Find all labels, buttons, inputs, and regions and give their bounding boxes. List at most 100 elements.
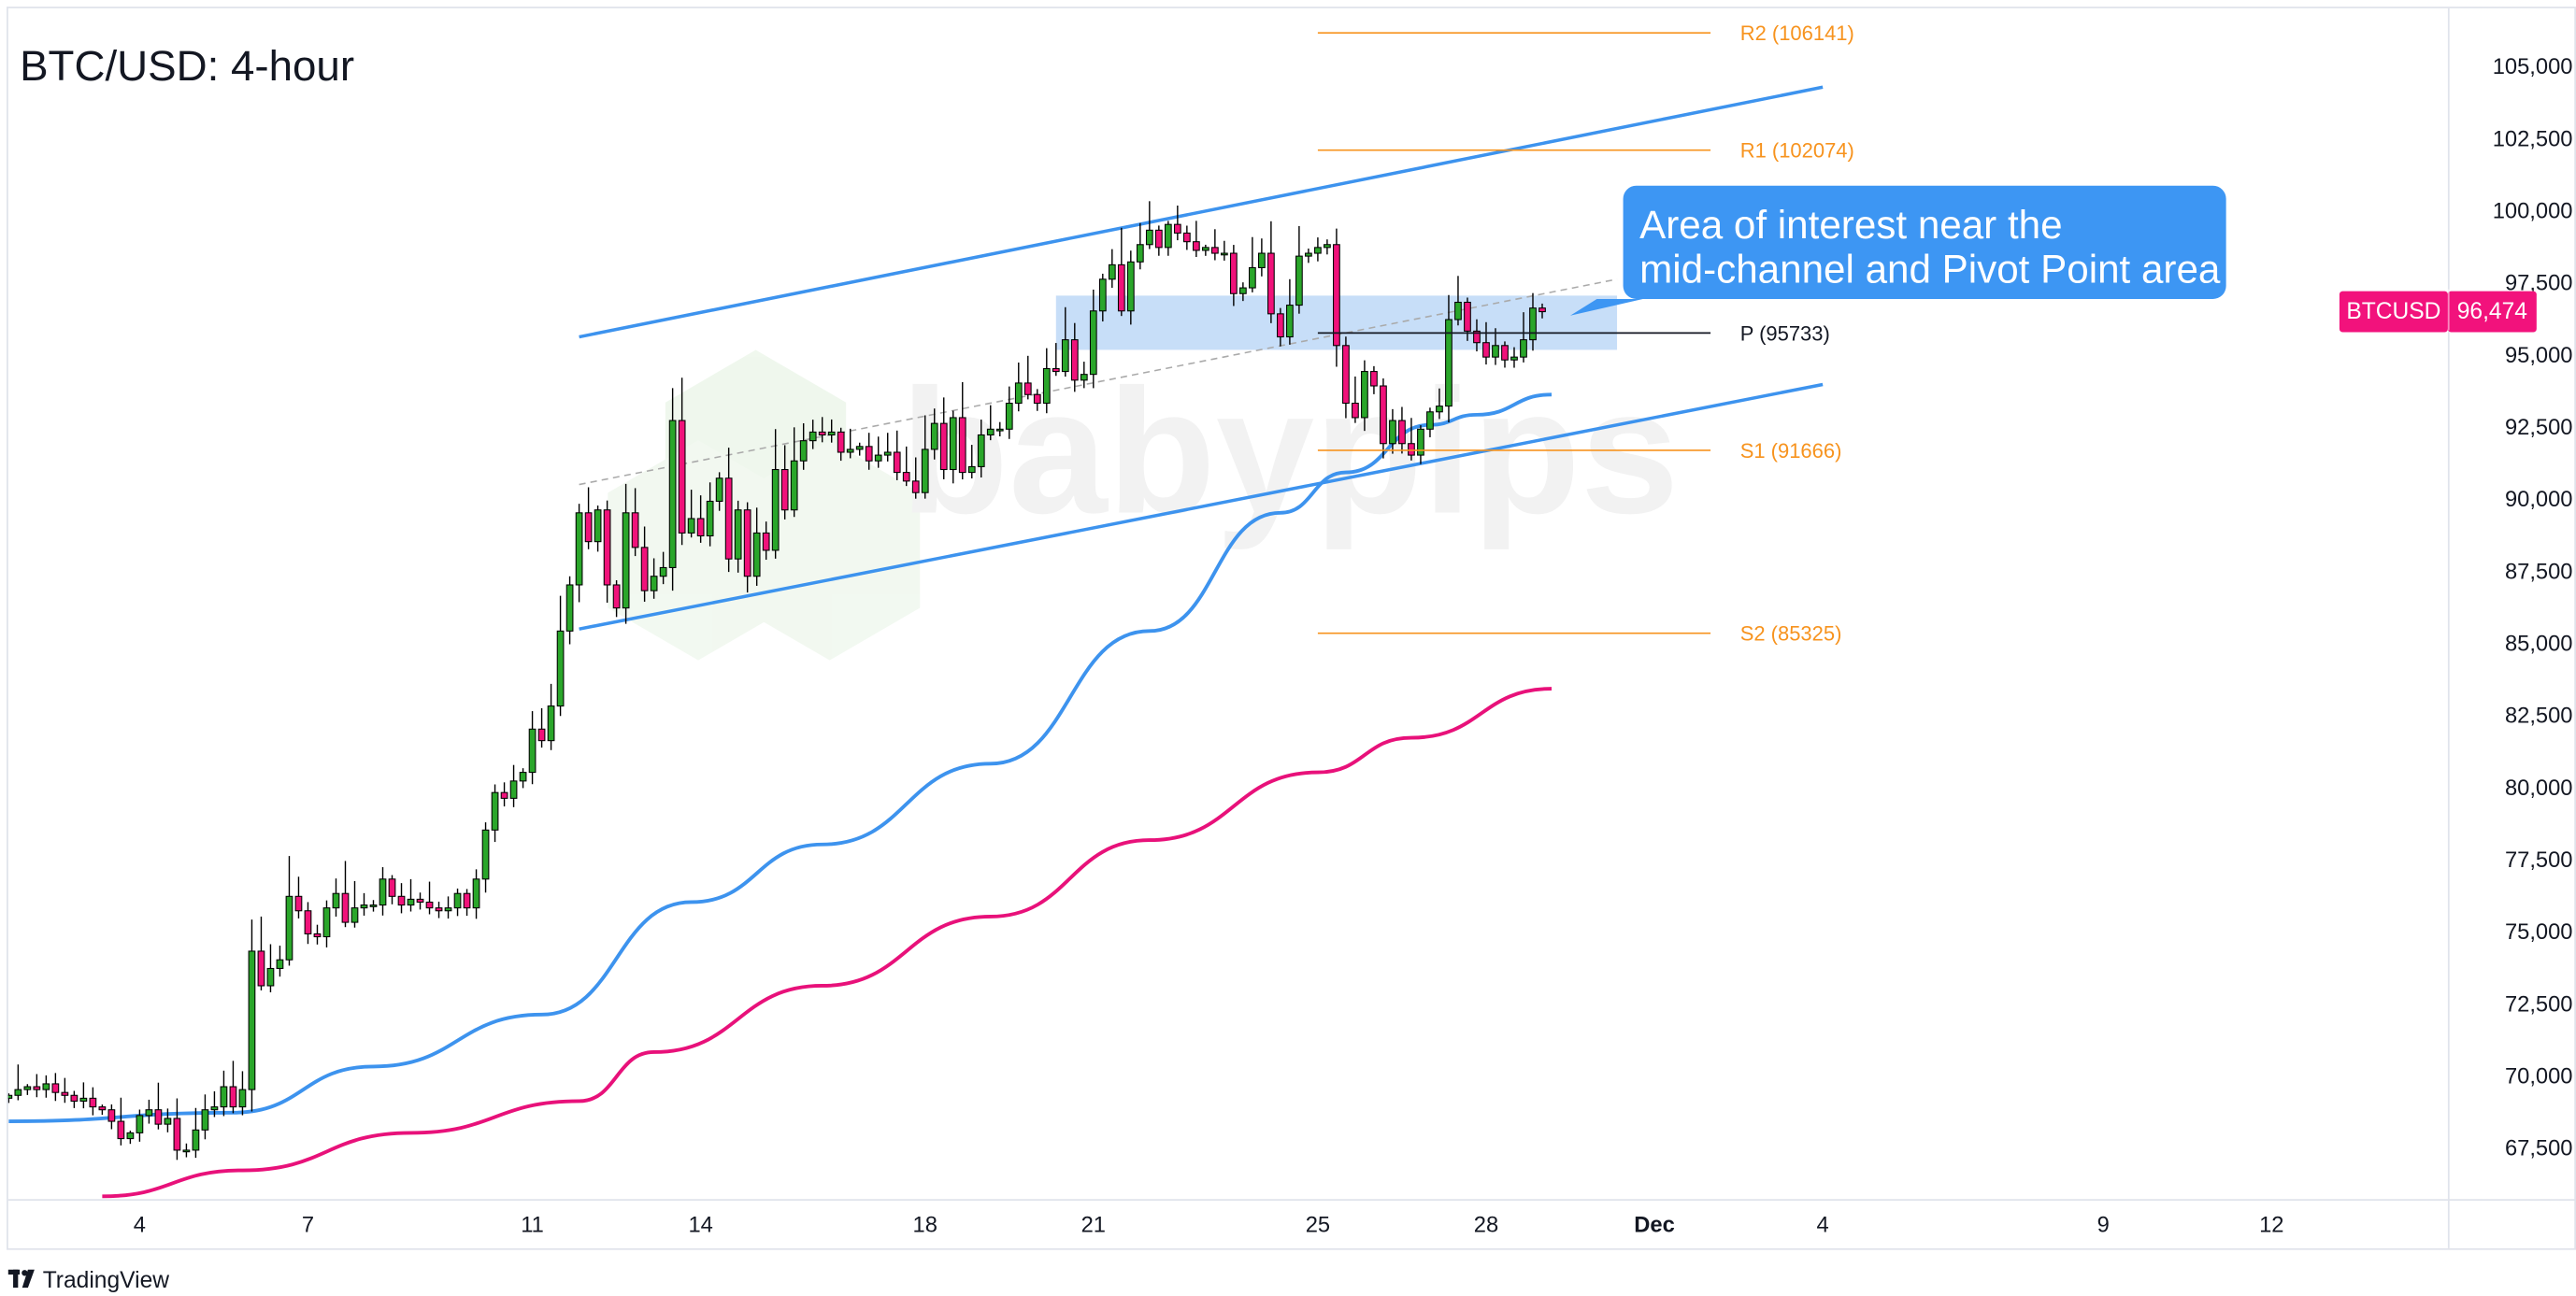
candle bbox=[762, 521, 770, 561]
candle bbox=[967, 445, 976, 478]
candle-body bbox=[519, 772, 527, 782]
tradingview-logo[interactable]: TradingView bbox=[7, 1268, 170, 1293]
callout-bubble bbox=[1570, 185, 2226, 316]
candle bbox=[1117, 227, 1125, 317]
candle bbox=[678, 377, 686, 546]
candle-body bbox=[565, 584, 574, 632]
candle bbox=[1538, 303, 1546, 319]
candle-body bbox=[818, 431, 826, 436]
candle bbox=[453, 888, 462, 917]
pivot-label-s2: S2 (85325) bbox=[1740, 622, 1842, 646]
callout-line1: Area of interest near the bbox=[1639, 203, 2062, 247]
candle-body bbox=[1314, 247, 1322, 254]
candle-body bbox=[1398, 420, 1406, 445]
candle bbox=[1154, 225, 1163, 256]
candle bbox=[1295, 225, 1303, 314]
moving-average-line-1 bbox=[8, 392, 1553, 1123]
candle bbox=[921, 415, 929, 499]
candle-body bbox=[1182, 232, 1191, 243]
candle bbox=[790, 427, 798, 518]
candle-body bbox=[528, 728, 537, 774]
channel-midline bbox=[579, 278, 1618, 486]
badge-price-bg bbox=[2447, 291, 2537, 333]
candle bbox=[594, 506, 602, 552]
candle bbox=[201, 1094, 209, 1140]
candle bbox=[304, 902, 312, 945]
candle-body bbox=[33, 1086, 41, 1090]
tradingview-brand: TradingView bbox=[43, 1268, 170, 1293]
price-tick-label: 77,500 bbox=[2505, 848, 2573, 873]
candle bbox=[724, 448, 733, 573]
candle-body bbox=[79, 1097, 88, 1102]
candle-body bbox=[780, 468, 789, 511]
candle-body bbox=[1380, 385, 1387, 445]
candle-body bbox=[752, 532, 761, 577]
candle-body bbox=[556, 630, 565, 707]
price-axis[interactable]: 105,000102,500100,00097,50095,00092,5009… bbox=[2493, 55, 2573, 1161]
candle bbox=[883, 433, 892, 462]
candle-body bbox=[622, 512, 630, 609]
candle bbox=[1108, 249, 1116, 288]
candle-body bbox=[136, 1115, 144, 1133]
time-axis[interactable]: 4 7 11 14 18 21 25 28 Dec 4 9 12 bbox=[134, 1213, 2284, 1237]
candle-body bbox=[416, 898, 424, 904]
candle-body bbox=[1464, 301, 1471, 332]
candle-body bbox=[388, 878, 396, 897]
time-tick-label: 9 bbox=[2097, 1213, 2110, 1237]
candle bbox=[1258, 238, 1266, 277]
candle bbox=[715, 472, 723, 511]
candle-body bbox=[762, 532, 770, 551]
price-tick-label: 105,000 bbox=[2493, 55, 2573, 79]
candle bbox=[659, 551, 667, 585]
candle bbox=[1352, 376, 1359, 423]
candle-body bbox=[98, 1106, 107, 1111]
candle bbox=[584, 487, 593, 549]
candle bbox=[706, 482, 714, 547]
candle bbox=[145, 1099, 153, 1124]
candle bbox=[846, 428, 854, 459]
time-tick-label: 21 bbox=[1081, 1213, 1106, 1237]
price-tick-label: 87,500 bbox=[2505, 560, 2573, 584]
candle-body bbox=[220, 1086, 228, 1108]
candle bbox=[612, 580, 621, 618]
candle-body bbox=[491, 791, 499, 831]
badge-price: 96,474 bbox=[2457, 299, 2527, 324]
candle-body bbox=[453, 892, 462, 909]
time-tick-label: 25 bbox=[1306, 1213, 1330, 1237]
candle-body bbox=[107, 1109, 116, 1122]
candle-body bbox=[1258, 252, 1266, 268]
candle bbox=[818, 417, 826, 443]
candle bbox=[528, 711, 537, 785]
candle-body bbox=[1042, 367, 1051, 405]
candle-body bbox=[1324, 244, 1331, 249]
candle bbox=[1324, 239, 1331, 255]
price-tick-label: 95,000 bbox=[2505, 344, 2573, 368]
candle-body bbox=[23, 1086, 32, 1090]
candle bbox=[397, 883, 406, 914]
candle-body bbox=[1201, 247, 1209, 251]
candle-body bbox=[444, 907, 452, 912]
symbol-price-badge: BTCUSD 96,474 bbox=[2339, 289, 2537, 333]
price-tick-label: 90,000 bbox=[2505, 488, 2573, 512]
candle bbox=[1052, 343, 1060, 377]
candle bbox=[537, 707, 546, 748]
price-tick-label: 72,500 bbox=[2505, 992, 2573, 1017]
candle bbox=[1023, 355, 1032, 400]
candle-body bbox=[435, 907, 443, 912]
price-tick-label: 70,000 bbox=[2505, 1064, 2573, 1089]
time-tick-label: 18 bbox=[913, 1213, 937, 1237]
candle-body bbox=[724, 477, 733, 560]
candle-body bbox=[1154, 229, 1163, 249]
candle bbox=[1380, 377, 1387, 459]
candle-body bbox=[1080, 374, 1088, 381]
candle-body bbox=[1126, 261, 1135, 312]
candle-body bbox=[192, 1129, 200, 1151]
candle-body bbox=[939, 422, 948, 471]
candle bbox=[1426, 407, 1434, 437]
candle bbox=[1342, 336, 1350, 419]
candle bbox=[294, 876, 303, 919]
candle-body bbox=[472, 878, 480, 909]
candle bbox=[865, 433, 873, 470]
candle bbox=[1173, 205, 1181, 241]
